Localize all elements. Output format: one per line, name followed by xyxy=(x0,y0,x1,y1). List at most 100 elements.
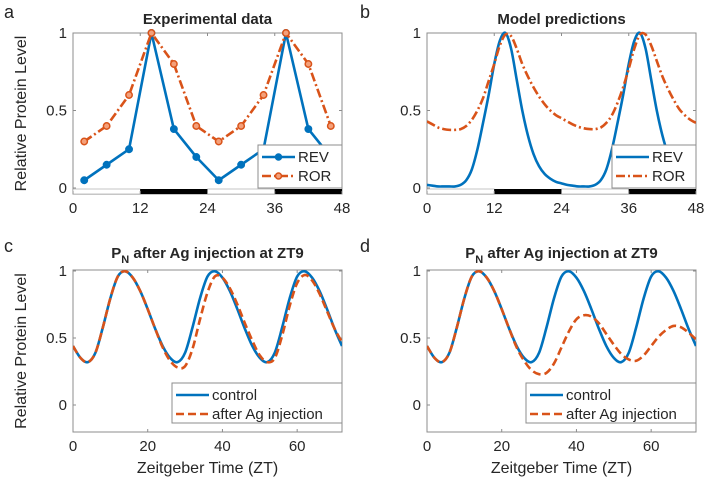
data-point-marker xyxy=(304,60,313,68)
y-tick-label: 1 xyxy=(59,263,67,280)
panel-c: c PN after Ag injection at ZT9 0 20 40 60 0 0.5… xyxy=(4,236,343,477)
x-tick-label: 24 xyxy=(199,200,216,217)
legend-label: ROR xyxy=(298,168,332,185)
x-axis-label: Zeitgeber Time (ZT) xyxy=(137,460,278,477)
data-point-marker xyxy=(214,176,223,185)
data-point-marker xyxy=(102,122,111,130)
legend-marker xyxy=(274,172,283,180)
data-point-marker xyxy=(147,29,156,37)
title-rest: after Ag injection at ZT9 xyxy=(483,245,657,262)
x-tick-label: 48 xyxy=(688,200,705,217)
series-line-ror xyxy=(427,31,696,132)
data-point-marker xyxy=(214,137,223,146)
legend-label: REV xyxy=(298,149,329,166)
x-tick-label: 40 xyxy=(568,438,585,455)
legend-box xyxy=(611,144,697,189)
x-tick-label: 36 xyxy=(620,200,637,217)
title-main: P xyxy=(465,245,475,262)
x-tick-label: 12 xyxy=(132,200,149,217)
light-period-bar xyxy=(207,188,275,195)
title-subscript: N xyxy=(121,254,129,266)
light-period-bar xyxy=(426,188,495,195)
data-point-marker xyxy=(237,160,246,169)
data-point-marker xyxy=(125,91,133,99)
title-rest: after Ag injection at ZT9 xyxy=(129,245,303,262)
data-point-marker xyxy=(237,122,246,130)
x-tick-label: 60 xyxy=(289,438,306,455)
legend-box xyxy=(171,382,343,424)
y-tick-label: 1 xyxy=(413,263,421,280)
series-line-after-ag-injection xyxy=(73,269,342,370)
panel-label: b xyxy=(360,2,370,22)
x-tick-label: 24 xyxy=(553,200,570,217)
x-tick-label: 36 xyxy=(266,200,283,217)
y-tick-label: 0.5 xyxy=(46,103,67,120)
legend: control after Ag injection xyxy=(171,382,343,424)
data-point-marker xyxy=(125,145,133,154)
series-line-after-ag-injection xyxy=(427,269,696,376)
x-tick-label: 12 xyxy=(486,200,503,217)
y-tick-label: 0 xyxy=(59,180,67,197)
legend: control after Ag injection xyxy=(525,382,697,424)
data-point-marker xyxy=(169,60,178,68)
series-line-ror xyxy=(83,31,333,143)
chart-title: PN after Ag injection at ZT9 xyxy=(111,245,303,266)
data-point-marker xyxy=(304,125,313,134)
x-tick-label: 0 xyxy=(69,200,77,217)
light-period-bar xyxy=(72,188,141,195)
x-tick-label: 40 xyxy=(214,438,231,455)
panel-label: d xyxy=(360,236,370,256)
chart-title: Model predictions xyxy=(497,11,625,28)
x-axis-label: Zeitgeber Time (ZT) xyxy=(491,460,632,477)
panel-label: a xyxy=(4,2,15,22)
data-point-marker xyxy=(169,125,178,134)
legend-label: after Ag injection xyxy=(566,406,677,423)
legend-label: control xyxy=(566,387,611,404)
legend-label: ROR xyxy=(652,168,686,185)
legend-label: REV xyxy=(652,149,683,166)
x-tick-label: 0 xyxy=(423,438,431,455)
data-point-marker xyxy=(259,91,268,99)
data-point-marker xyxy=(102,160,111,169)
y-tick-label: 0.5 xyxy=(400,103,421,120)
legend: REV ROR xyxy=(611,144,697,189)
y-tick-label: 0.5 xyxy=(400,330,421,347)
series-line-rev xyxy=(427,31,696,188)
legend-box xyxy=(525,382,697,424)
data-point-marker xyxy=(192,153,201,161)
light-period-bar xyxy=(561,188,629,195)
x-tick-label: 20 xyxy=(139,438,156,455)
x-tick-label: 0 xyxy=(69,438,77,455)
legend-label: control xyxy=(212,387,257,404)
data-point-marker xyxy=(282,29,290,37)
data-point-marker xyxy=(80,176,89,185)
data-point-marker xyxy=(326,122,335,130)
dark-period-bar xyxy=(140,189,208,194)
panel-a: a Experimental data 0 12 24 36 48 0 0.5 1 Relative… xyxy=(4,2,350,217)
y-tick-label: 1 xyxy=(413,25,421,42)
y-tick-label: 0 xyxy=(59,397,67,414)
data-point-marker xyxy=(80,137,89,146)
chart-title: Experimental data xyxy=(143,11,273,28)
legend-marker xyxy=(274,153,283,161)
y-axis-label: Relative Protein Level xyxy=(13,273,30,429)
dark-period-bar xyxy=(628,189,696,194)
y-tick-label: 0.5 xyxy=(46,330,67,347)
x-tick-label: 20 xyxy=(493,438,510,455)
title-main: P xyxy=(111,245,121,262)
legend-box xyxy=(257,144,343,189)
chart-title: PN after Ag injection at ZT9 xyxy=(465,245,657,266)
x-tick-label: 60 xyxy=(643,438,660,455)
x-tick-label: 0 xyxy=(423,200,431,217)
title-subscript: N xyxy=(475,254,483,266)
dark-period-bar xyxy=(494,189,562,194)
series-line-rev xyxy=(83,31,332,182)
legend-label: after Ag injection xyxy=(212,406,323,423)
y-tick-label: 1 xyxy=(59,25,67,42)
y-axis-label: Relative Protein Level xyxy=(13,36,30,192)
legend: REV ROR xyxy=(257,144,343,189)
dark-period-bar xyxy=(274,189,342,194)
panel-label: c xyxy=(4,236,13,256)
x-tick-label: 48 xyxy=(334,200,351,217)
